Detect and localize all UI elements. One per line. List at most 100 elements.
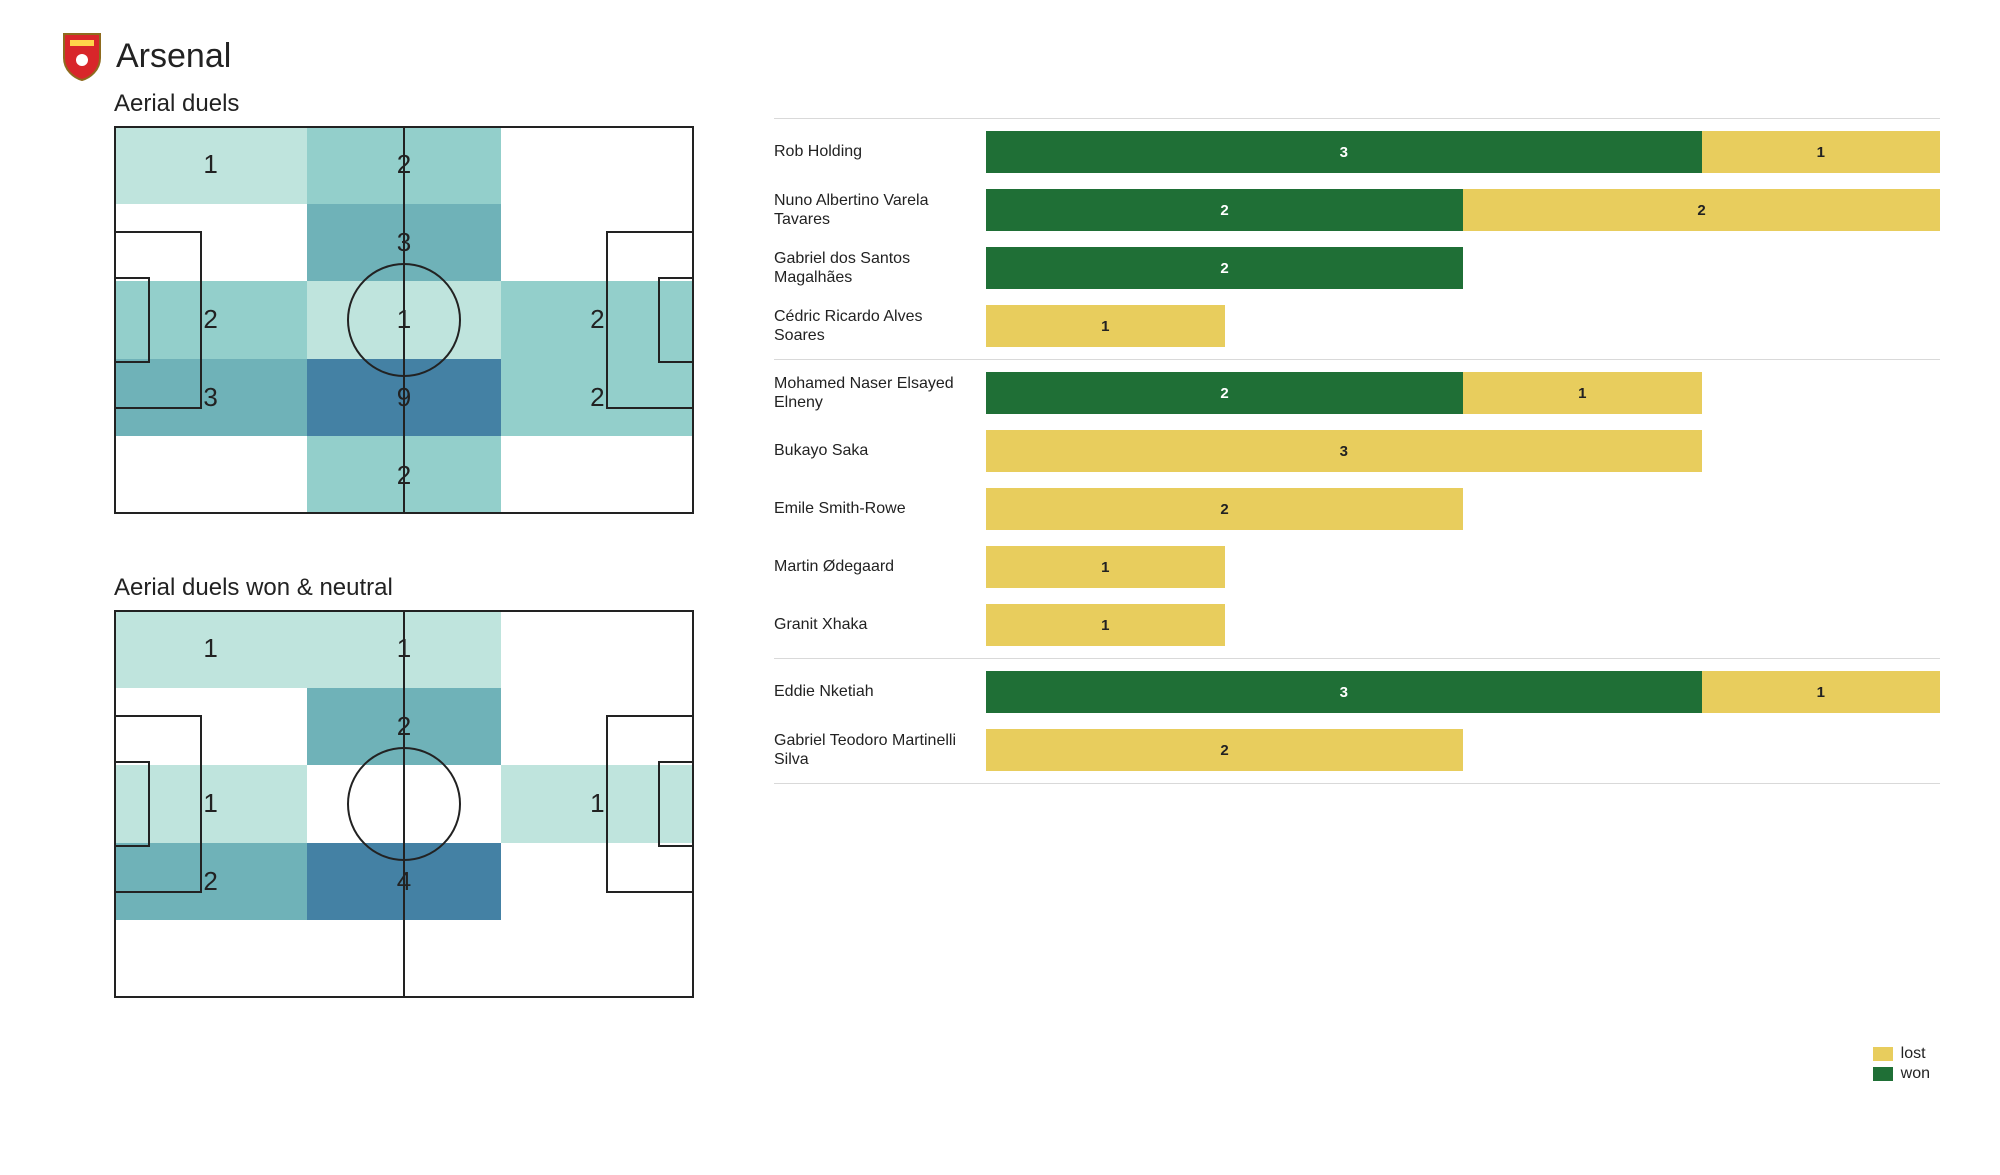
bar-stack: 31 bbox=[986, 671, 1940, 713]
heat-cell bbox=[501, 920, 694, 998]
pitch-all: 1232123922 bbox=[114, 126, 694, 514]
bar-segment-lost: 1 bbox=[986, 604, 1225, 646]
heat-grid-all: 1232123922 bbox=[114, 126, 694, 514]
heat-cell bbox=[114, 436, 307, 514]
bar-segment-won: 3 bbox=[986, 671, 1702, 713]
bar-segment-lost: 1 bbox=[1463, 372, 1702, 414]
bar-stack: 1 bbox=[986, 546, 1940, 588]
heat-cell: 2 bbox=[307, 126, 500, 204]
heat-cell: 1 bbox=[114, 610, 307, 688]
bar-row: Gabriel dos Santos Magalhães2 bbox=[774, 239, 1940, 297]
legend-label: won bbox=[1901, 1065, 1930, 1083]
legend-label: lost bbox=[1901, 1045, 1926, 1063]
bar-row: Gabriel Teodoro Martinelli Silva2 bbox=[774, 721, 1940, 779]
bar-row: Mohamed Naser Elsayed Elneny21 bbox=[774, 364, 1940, 422]
bar-segment-lost: 2 bbox=[1463, 189, 1940, 231]
pitch-title-won: Aerial duels won & neutral bbox=[114, 574, 734, 602]
bar-stack: 1 bbox=[986, 604, 1940, 646]
bar-track: 1 bbox=[986, 305, 1940, 347]
legend-swatch-icon bbox=[1873, 1067, 1893, 1081]
right-column: Rob Holding31Nuno Albertino Varela Tavar… bbox=[774, 90, 1940, 1058]
heat-cell bbox=[501, 843, 694, 921]
bar-track: 2 bbox=[986, 729, 1940, 771]
heat-cell: 2 bbox=[501, 281, 694, 359]
bar-track: 22 bbox=[986, 189, 1940, 231]
team-name: Arsenal bbox=[116, 37, 231, 76]
pitch-block-all: Aerial duels 1232123922 bbox=[114, 90, 734, 514]
player-label: Martin Ødegaard bbox=[774, 557, 986, 576]
heat-cell bbox=[501, 688, 694, 766]
player-label: Rob Holding bbox=[774, 142, 986, 161]
heat-cell: 3 bbox=[307, 204, 500, 282]
page: Arsenal Aerial duels 1232123922 bbox=[0, 0, 2000, 1175]
bar-stack: 2 bbox=[986, 729, 1940, 771]
player-label: Cédric Ricardo Alves Soares bbox=[774, 307, 986, 345]
bar-segment-won: 2 bbox=[986, 247, 1463, 289]
bar-row: Eddie Nketiah31 bbox=[774, 663, 1940, 721]
player-bars: Rob Holding31Nuno Albertino Varela Tavar… bbox=[774, 123, 1940, 784]
legend-item: won bbox=[1873, 1065, 1930, 1083]
heat-cell: 1 bbox=[307, 610, 500, 688]
bar-segment-lost: 1 bbox=[986, 546, 1225, 588]
bar-row: Nuno Albertino Varela Tavares22 bbox=[774, 181, 1940, 239]
bar-segment-lost: 1 bbox=[1702, 131, 1941, 173]
bar-track: 2 bbox=[986, 488, 1940, 530]
bar-track: 1 bbox=[986, 546, 1940, 588]
bar-track: 2 bbox=[986, 247, 1940, 289]
heat-cell: 2 bbox=[307, 436, 500, 514]
pitch-block-won: Aerial duels won & neutral 1121124 bbox=[114, 574, 734, 998]
heat-cell bbox=[114, 688, 307, 766]
bar-segment-won: 3 bbox=[986, 131, 1702, 173]
heat-cell: 1 bbox=[114, 765, 307, 843]
bar-stack: 22 bbox=[986, 189, 1940, 231]
bar-stack: 1 bbox=[986, 305, 1940, 347]
group-separator bbox=[774, 658, 1940, 659]
player-label: Eddie Nketiah bbox=[774, 682, 986, 701]
bar-track: 31 bbox=[986, 671, 1940, 713]
bar-segment-lost: 3 bbox=[986, 430, 1702, 472]
heat-cell bbox=[114, 204, 307, 282]
bar-track: 3 bbox=[986, 430, 1940, 472]
bar-row: Rob Holding31 bbox=[774, 123, 1940, 181]
player-label: Mohamed Naser Elsayed Elneny bbox=[774, 374, 986, 412]
bar-track: 31 bbox=[986, 131, 1940, 173]
player-label: Granit Xhaka bbox=[774, 615, 986, 634]
heat-cell: 1 bbox=[307, 281, 500, 359]
bar-stack: 2 bbox=[986, 247, 1940, 289]
bar-stack: 2 bbox=[986, 488, 1940, 530]
heat-cell: 2 bbox=[501, 359, 694, 437]
content: Aerial duels 1232123922 Aerial duels bbox=[60, 90, 1940, 1058]
bar-row: Bukayo Saka3 bbox=[774, 422, 1940, 480]
player-label: Gabriel dos Santos Magalhães bbox=[774, 249, 986, 287]
heat-cell bbox=[501, 436, 694, 514]
heat-cell: 1 bbox=[114, 126, 307, 204]
legend: lost won bbox=[1873, 1045, 1930, 1085]
team-crest-icon bbox=[60, 30, 104, 82]
heat-cell bbox=[307, 920, 500, 998]
heat-cell: 4 bbox=[307, 843, 500, 921]
heat-cell bbox=[501, 126, 694, 204]
group-separator bbox=[774, 783, 1940, 784]
bar-segment-lost: 2 bbox=[986, 729, 1463, 771]
bar-stack: 31 bbox=[986, 131, 1940, 173]
header: Arsenal bbox=[60, 30, 1940, 82]
bar-segment-won: 2 bbox=[986, 372, 1463, 414]
heat-cell bbox=[114, 920, 307, 998]
pitch-title-all: Aerial duels bbox=[114, 90, 734, 118]
legend-item: lost bbox=[1873, 1045, 1930, 1063]
bar-row: Granit Xhaka1 bbox=[774, 596, 1940, 654]
bar-row: Emile Smith-Rowe2 bbox=[774, 480, 1940, 538]
bar-segment-lost: 1 bbox=[986, 305, 1225, 347]
heat-cell: 2 bbox=[114, 281, 307, 359]
heat-cell: 2 bbox=[307, 688, 500, 766]
bar-stack: 21 bbox=[986, 372, 1940, 414]
bar-stack: 3 bbox=[986, 430, 1940, 472]
heat-cell: 1 bbox=[501, 765, 694, 843]
heat-cell bbox=[501, 610, 694, 688]
heat-cell bbox=[501, 204, 694, 282]
pitch-won: 1121124 bbox=[114, 610, 694, 998]
heat-cell: 9 bbox=[307, 359, 500, 437]
player-label: Gabriel Teodoro Martinelli Silva bbox=[774, 731, 986, 769]
player-label: Emile Smith-Rowe bbox=[774, 499, 986, 518]
group-separator bbox=[774, 359, 1940, 360]
